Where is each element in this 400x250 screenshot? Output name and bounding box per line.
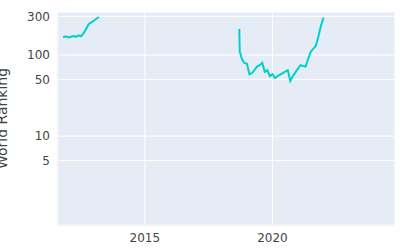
svg-text:100: 100 bbox=[27, 48, 50, 62]
svg-text:World Ranking: World Ranking bbox=[8, 68, 10, 169]
svg-text:2015: 2015 bbox=[130, 231, 161, 245]
svg-text:5: 5 bbox=[42, 154, 50, 168]
svg-text:300: 300 bbox=[27, 10, 50, 24]
svg-text:2020: 2020 bbox=[257, 231, 288, 245]
svg-text:50: 50 bbox=[35, 73, 50, 87]
svg-text:10: 10 bbox=[35, 129, 50, 143]
